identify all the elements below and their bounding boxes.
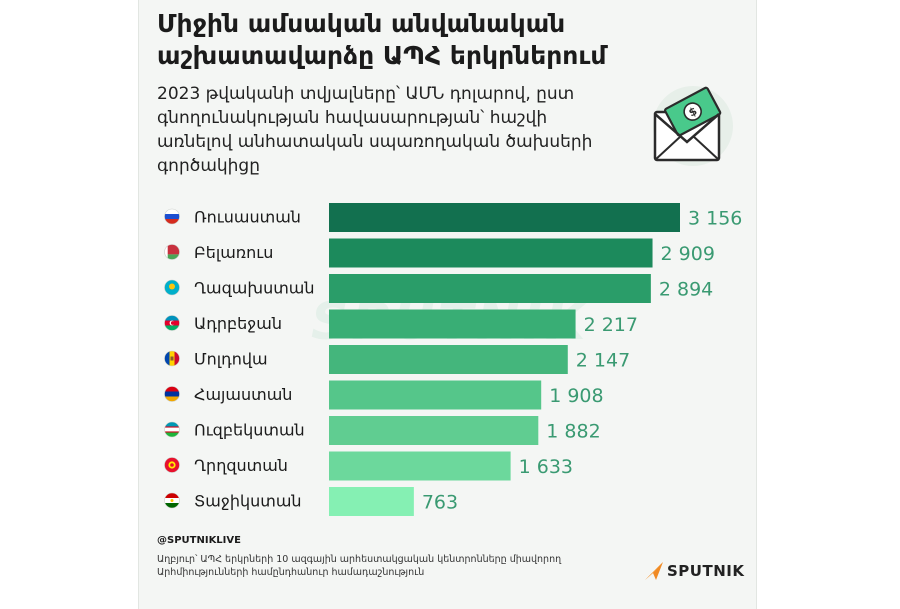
bar-row: Մոլդովա 2 147 [164, 345, 630, 374]
bar-row: Ռուսաստան 3 156 [164, 203, 742, 232]
flag-azerbaijan-icon [164, 315, 180, 331]
value-label: 1 908 [549, 385, 603, 407]
bar [329, 487, 414, 516]
value-label: 1 882 [546, 421, 600, 443]
value-label: 2 217 [584, 314, 638, 336]
sputnik-logo: SPUTNIK [643, 560, 744, 582]
flag-armenia-icon [164, 386, 180, 402]
value-label: 3 156 [688, 208, 742, 230]
flag-belarus-icon [164, 244, 180, 260]
infographic-card: Միջին ամսական անվանական աշխատավարձը ԱՊՀ … [138, 0, 757, 609]
value-label: 2 147 [576, 350, 630, 372]
category-label: Հայաստան [194, 385, 292, 404]
flag-kyrgyzstan-icon [164, 457, 180, 473]
flag-tajikistan-icon [164, 492, 180, 509]
bar [329, 416, 539, 445]
value-label: 2 894 [659, 279, 713, 301]
value-label: 2 909 [661, 243, 715, 265]
bar [329, 380, 542, 410]
category-label: Մոլդովա [194, 350, 268, 369]
bar [329, 274, 651, 303]
sputnik-logo-icon [645, 562, 663, 580]
bar [329, 345, 568, 374]
envelope-money-icon: $ [653, 86, 733, 166]
category-label: Ղրղզստան [194, 456, 288, 475]
bar-row: Հայաստան 1 908 [164, 380, 604, 410]
bar-row: Ղրղզստան 1 633 [164, 451, 573, 481]
bar [329, 309, 576, 339]
flag-uzbekistan-icon [164, 421, 180, 438]
category-label: Ուզբեկստան [194, 421, 305, 440]
category-label: Ռուսաստան [194, 208, 301, 227]
bar-row: Ադրբեջան 2 217 [164, 309, 638, 339]
category-label: Ղազախստան [194, 279, 315, 298]
bar-row: Ղազախստան 2 894 [164, 274, 713, 303]
value-label: 1 633 [519, 456, 573, 478]
value-label: 763 [422, 492, 458, 514]
flag-russia-icon [164, 208, 180, 225]
flag-kazakhstan-icon [164, 279, 180, 296]
bar [329, 238, 653, 268]
bar-row: Տաջիկստան 763 [164, 487, 458, 516]
category-label: Ադրբեջան [194, 314, 282, 333]
bar [329, 203, 680, 232]
source-note: Աղբյուր՝ ԱՊՀ երկրների 10 ազգային արհեստա… [157, 554, 562, 578]
category-label: Տաջիկստան [194, 492, 302, 511]
bar [329, 451, 511, 481]
bar-row: Ուզբեկստան 1 882 [164, 416, 601, 445]
social-handle: @SPUTNIKLIVE [157, 535, 241, 546]
flag-moldova-icon [164, 350, 180, 367]
category-label: Բելառուս [194, 243, 273, 262]
bar-chart: Ռուսաստան 3 156 Բելառուս 2 909 Ղազախստան 2 89… [164, 203, 742, 516]
chart-subtitle: 2023 թվականի տվյալները՝ ԱՄՆ դոլարով, ըստ… [157, 84, 593, 176]
logo-text: SPUTNIK [667, 562, 745, 580]
bar-row: Բելառուս 2 909 [164, 238, 715, 268]
chart-title: Միջին ամսական անվանական աշխատավարձը ԱՊՀ … [157, 9, 607, 70]
